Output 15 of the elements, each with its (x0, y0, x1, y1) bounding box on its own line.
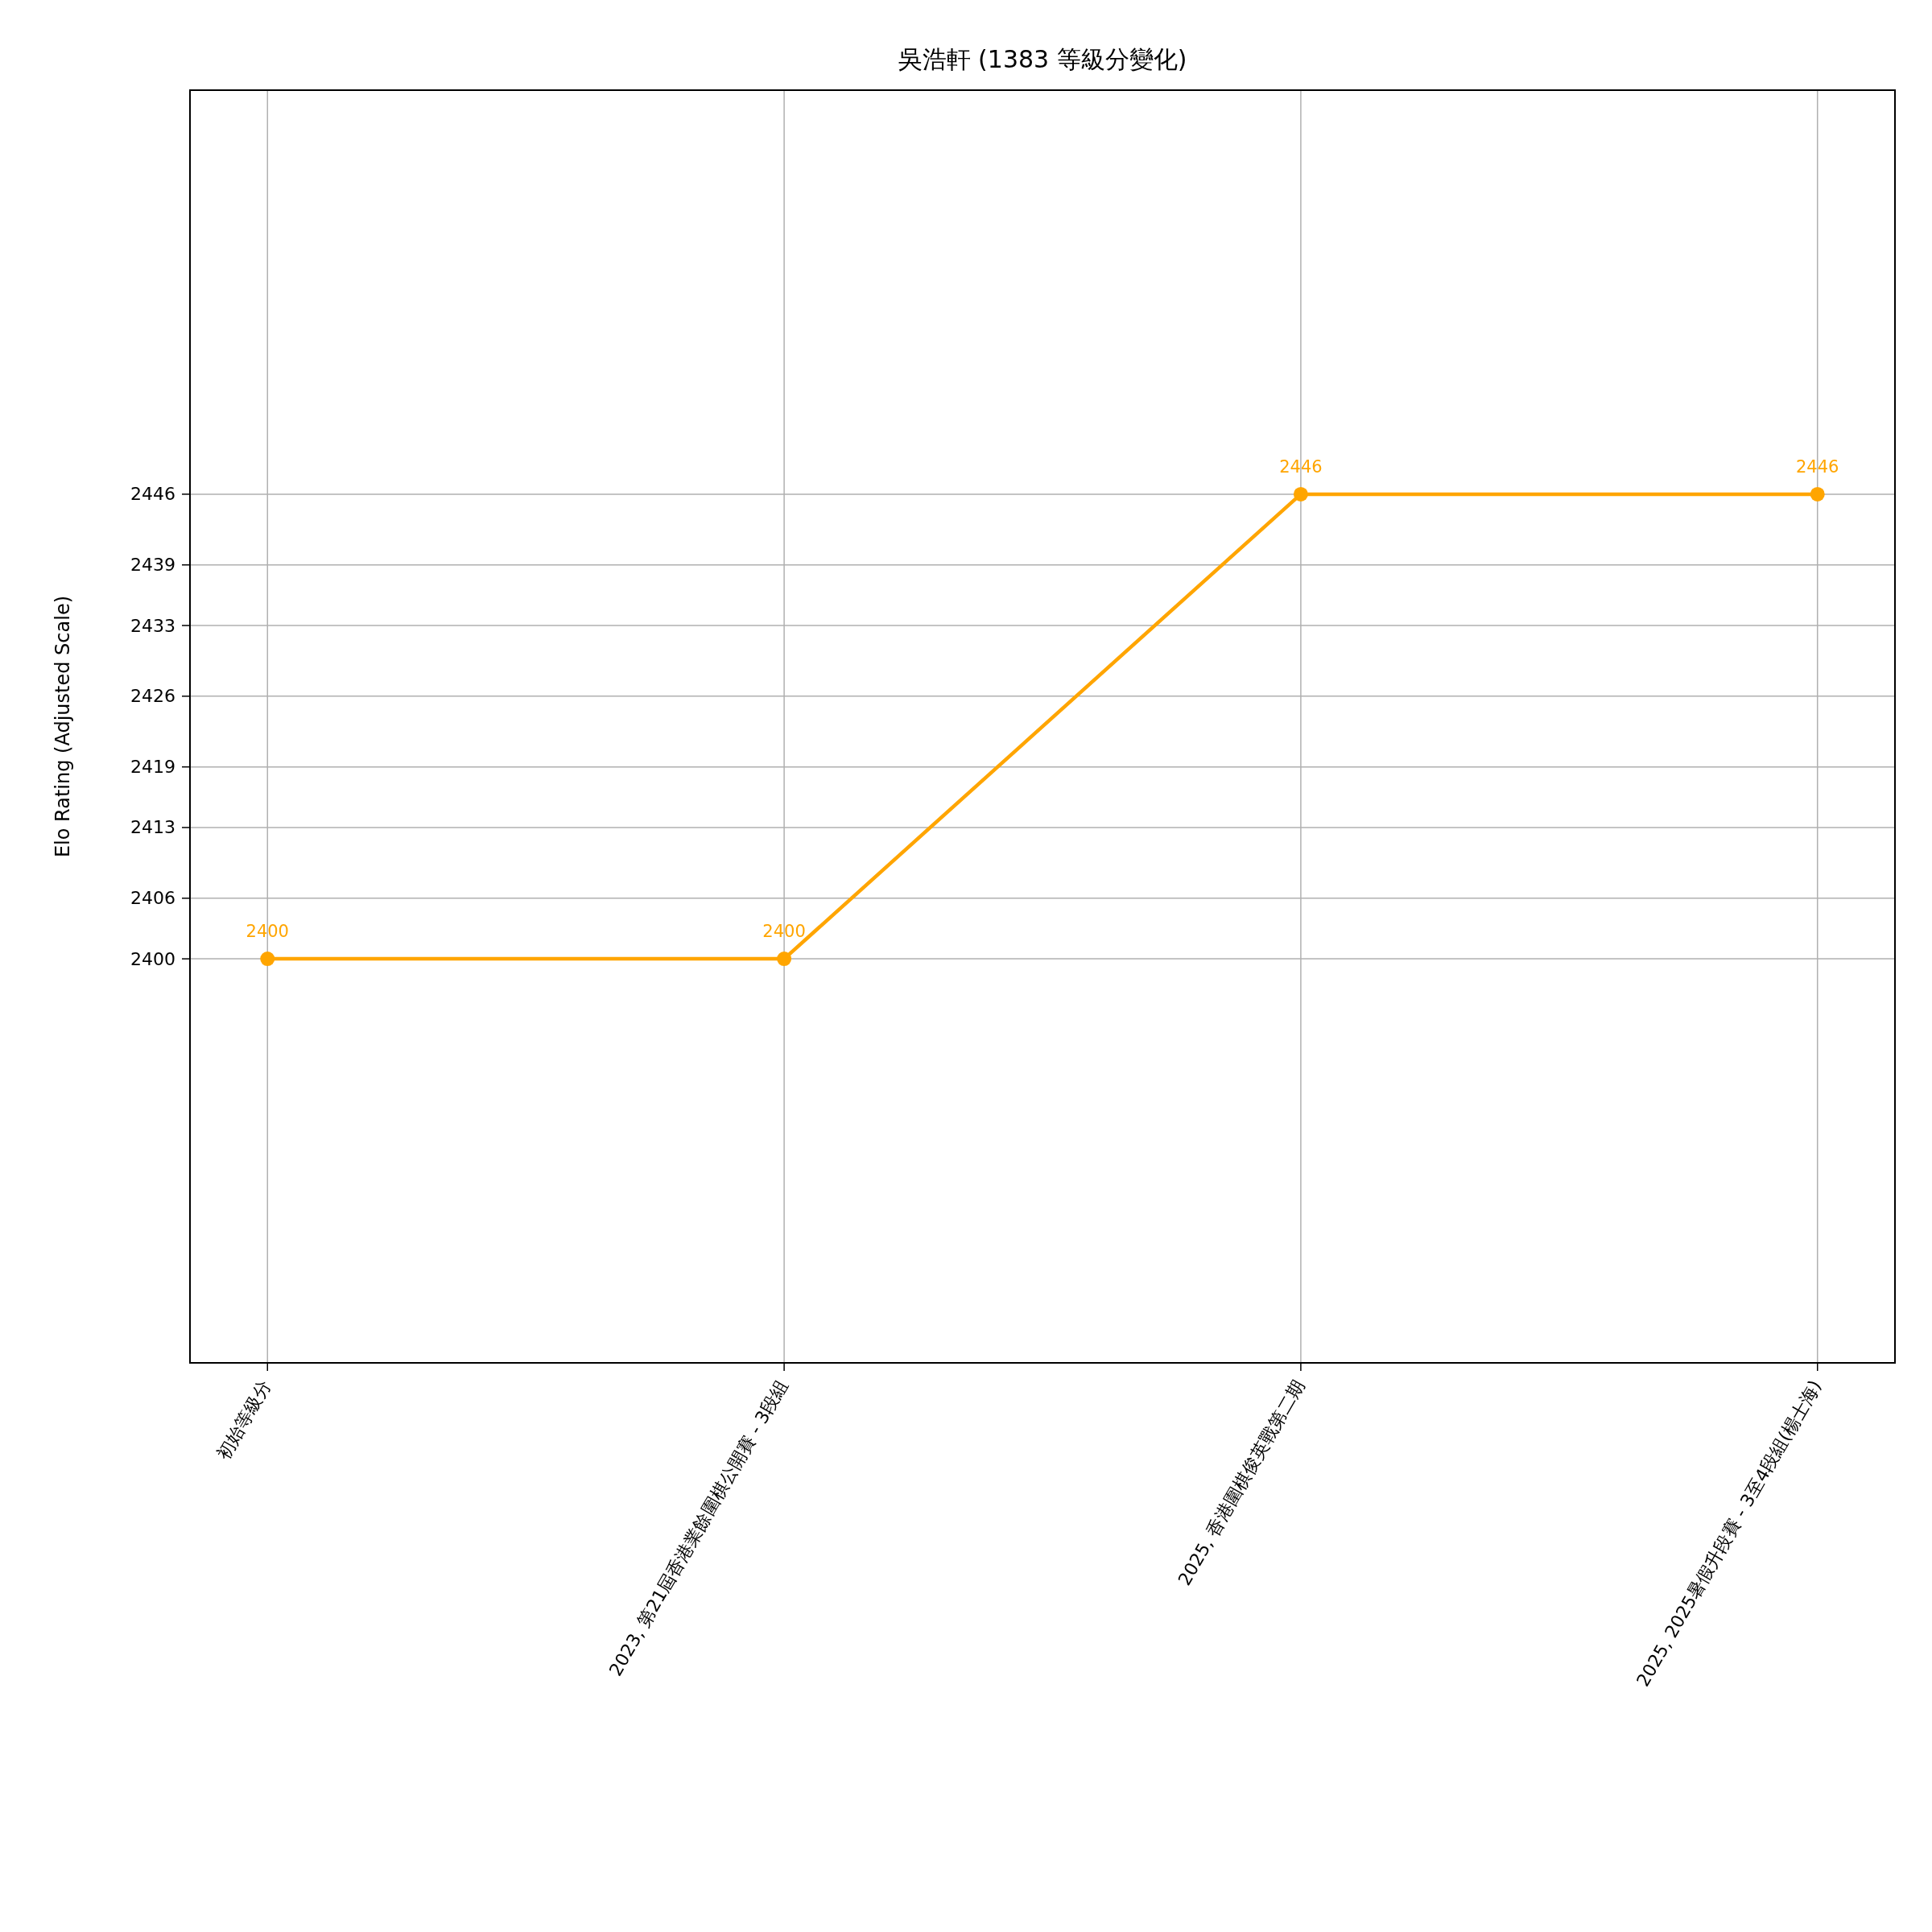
y-tick-label: 2433 (130, 615, 175, 636)
y-tick-label: 2439 (130, 555, 175, 576)
data-label: 2446 (1279, 456, 1323, 477)
y-tick-label: 2419 (130, 757, 175, 778)
y-tick-label: 2406 (130, 888, 175, 909)
y-axis-title: Elo Rating (Adjusted Scale) (52, 595, 74, 858)
chart-title: 吳浩軒 (1383 等級分變化) (898, 45, 1187, 73)
data-label: 2400 (762, 922, 806, 942)
data-label: 2400 (246, 922, 289, 942)
y-tick-label: 2400 (130, 948, 175, 969)
x-tick-label: 初始等級分 (213, 1377, 275, 1463)
data-label: 2446 (1796, 456, 1839, 477)
y-tick-label: 2446 (130, 484, 175, 505)
y-tick-label: 2413 (130, 817, 175, 838)
y-tick-label: 2426 (130, 686, 175, 707)
